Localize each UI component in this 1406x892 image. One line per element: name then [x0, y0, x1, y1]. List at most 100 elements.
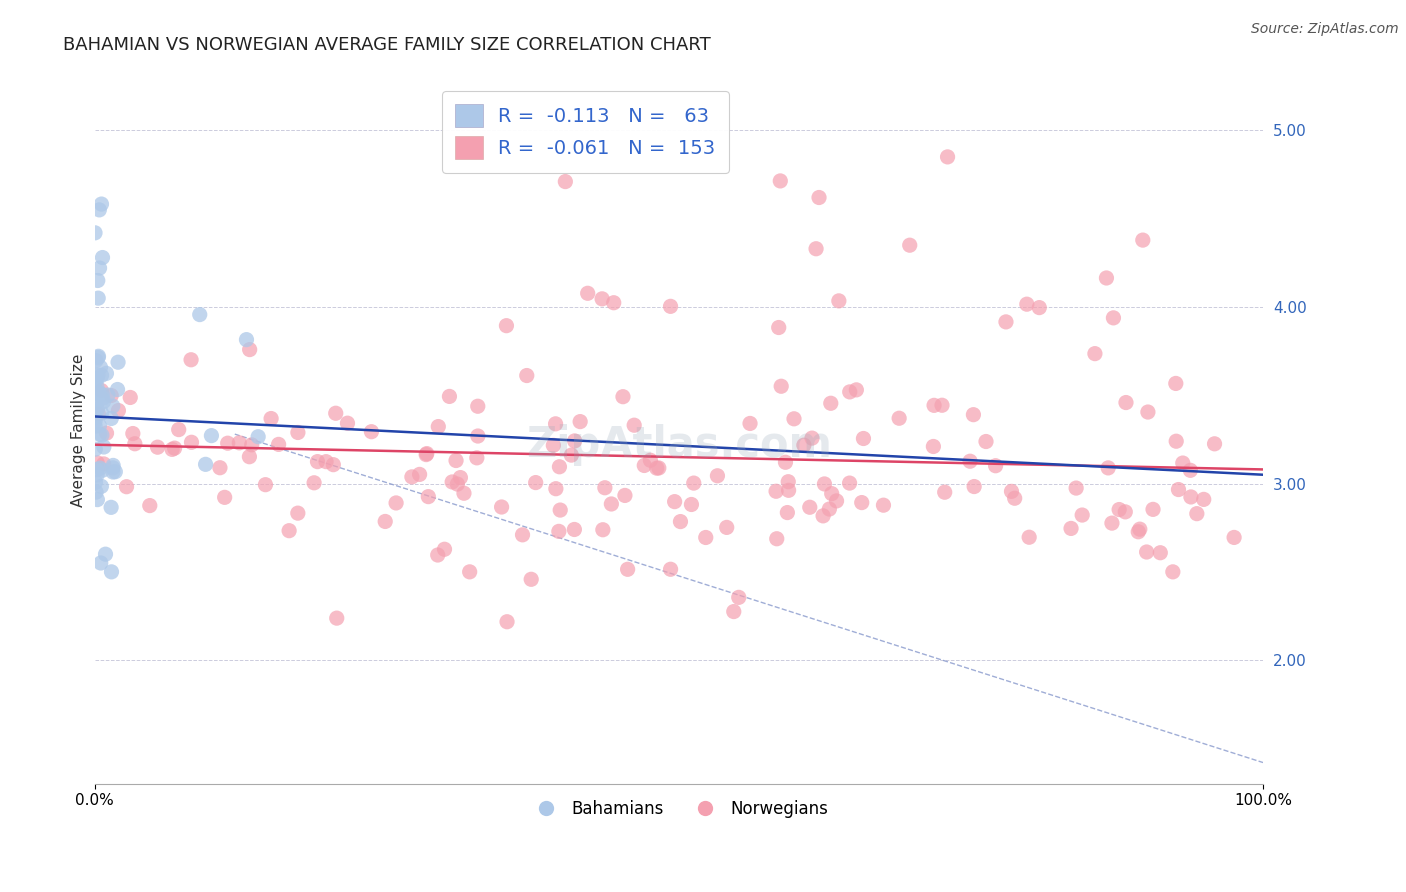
Norwegians: [458, 565, 481, 579]
Norwegians: [167, 423, 190, 437]
Norwegians: [934, 485, 956, 500]
Norwegians: [818, 502, 841, 516]
Bahamians: [86, 379, 108, 393]
Norwegians: [804, 242, 827, 256]
Norwegians: [86, 456, 108, 470]
Norwegians: [547, 524, 569, 539]
Bahamians: [89, 261, 111, 276]
Norwegians: [1180, 490, 1202, 504]
Norwegians: [681, 498, 703, 512]
Norwegians: [603, 295, 626, 310]
Norwegians: [415, 448, 437, 462]
Norwegians: [228, 435, 250, 450]
Norwegians: [984, 458, 1007, 473]
Norwegians: [1084, 346, 1107, 360]
Bahamians: [84, 442, 107, 457]
Norwegians: [962, 408, 984, 422]
Norwegians: [569, 415, 592, 429]
Norwegians: [801, 431, 824, 445]
Norwegians: [845, 383, 868, 397]
Text: Source: ZipAtlas.com: Source: ZipAtlas.com: [1251, 22, 1399, 37]
Norwegians: [922, 398, 945, 412]
Norwegians: [160, 442, 183, 457]
Norwegians: [769, 174, 792, 188]
Norwegians: [453, 486, 475, 500]
Norwegians: [1129, 522, 1152, 536]
Norwegians: [648, 461, 671, 475]
Bahamians: [94, 547, 117, 561]
Norwegians: [645, 461, 668, 475]
Norwegians: [633, 458, 655, 473]
Bahamians: [101, 461, 124, 475]
Bahamians: [90, 406, 112, 420]
Norwegians: [564, 523, 586, 537]
Norwegians: [516, 368, 538, 383]
Norwegians: [1018, 530, 1040, 544]
Norwegians: [100, 388, 122, 402]
Norwegians: [1142, 502, 1164, 516]
Norwegians: [374, 515, 396, 529]
Norwegians: [1114, 505, 1136, 519]
Bahamians: [91, 387, 114, 401]
Norwegians: [239, 343, 262, 357]
Bahamians: [89, 427, 111, 442]
Bahamians: [87, 349, 110, 363]
Bahamians: [84, 475, 107, 490]
Bahamians: [96, 367, 118, 381]
Bahamians: [100, 411, 122, 425]
Bahamians: [97, 388, 120, 402]
Norwegians: [120, 391, 142, 405]
Norwegians: [326, 611, 349, 625]
Norwegians: [307, 455, 329, 469]
Bahamians: [93, 440, 115, 454]
Bahamians: [100, 565, 122, 579]
Norwegians: [544, 482, 567, 496]
Norwegians: [765, 532, 787, 546]
Bahamians: [84, 395, 107, 409]
Bahamians: [107, 383, 129, 397]
Norwegians: [783, 412, 806, 426]
Norwegians: [768, 320, 790, 334]
Norwegians: [115, 480, 138, 494]
Norwegians: [467, 399, 489, 413]
Norwegians: [592, 523, 614, 537]
Norwegians: [738, 417, 761, 431]
Norwegians: [87, 407, 110, 421]
Norwegians: [439, 389, 461, 403]
Norwegians: [408, 467, 430, 482]
Bahamians: [101, 465, 124, 479]
Norwegians: [851, 495, 873, 509]
Bahamians: [86, 402, 108, 417]
Norwegians: [267, 437, 290, 451]
Norwegians: [426, 548, 449, 562]
Norwegians: [1102, 310, 1125, 325]
Bahamians: [194, 458, 217, 472]
Bahamians: [87, 385, 110, 400]
Bahamians: [84, 414, 107, 428]
Norwegians: [1223, 531, 1246, 545]
Norwegians: [963, 479, 986, 493]
Norwegians: [325, 406, 347, 420]
Norwegians: [820, 396, 842, 410]
Norwegians: [1108, 502, 1130, 516]
Bahamians: [104, 465, 127, 479]
Norwegians: [994, 315, 1017, 329]
Y-axis label: Average Family Size: Average Family Size: [72, 354, 86, 508]
Norwegians: [124, 436, 146, 450]
Norwegians: [302, 475, 325, 490]
Norwegians: [217, 436, 239, 450]
Norwegians: [96, 426, 118, 441]
Norwegians: [554, 175, 576, 189]
Bahamians: [84, 419, 107, 434]
Bahamians: [87, 291, 110, 305]
Bahamians: [90, 479, 112, 493]
Bahamians: [91, 392, 114, 406]
Bahamians: [100, 500, 122, 515]
Bahamians: [107, 355, 129, 369]
Norwegians: [706, 468, 728, 483]
Norwegians: [1204, 437, 1226, 451]
Norwegians: [695, 531, 717, 545]
Norwegians: [1004, 491, 1026, 506]
Norwegians: [1171, 456, 1194, 470]
Norwegians: [401, 470, 423, 484]
